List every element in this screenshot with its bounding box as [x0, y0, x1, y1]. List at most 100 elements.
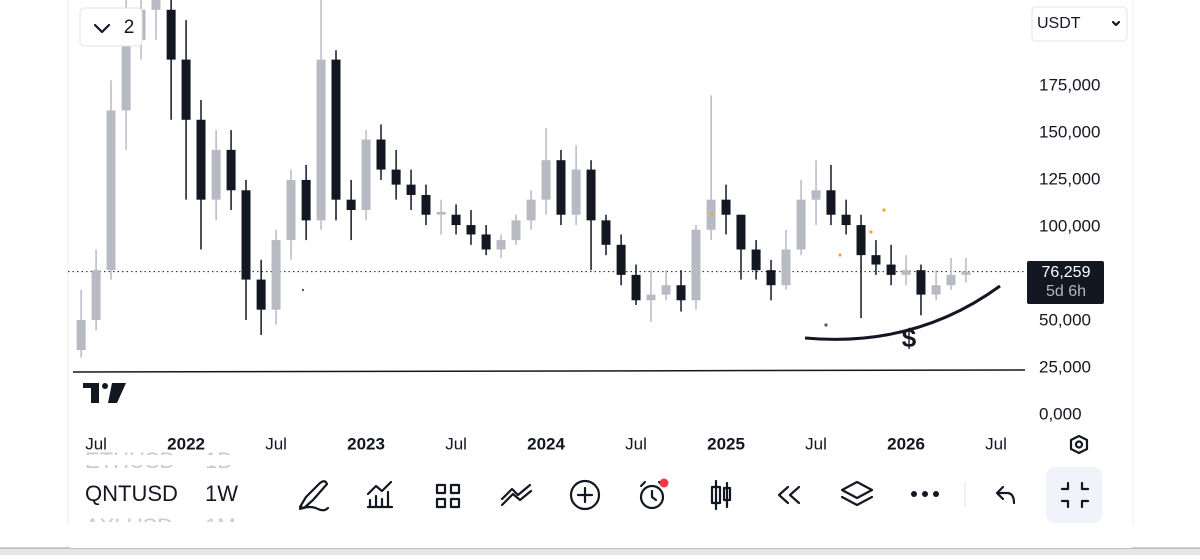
candles-icon[interactable] — [710, 479, 732, 511]
candle-body — [211, 149, 221, 200]
layout-button[interactable] — [79, 7, 143, 47]
more-dot[interactable] — [911, 491, 917, 497]
candle-body — [286, 179, 296, 241]
candle-body — [886, 264, 896, 275]
candle-body — [721, 199, 731, 215]
price-tag — [1027, 261, 1104, 304]
x-tick-label: Jul — [625, 434, 647, 453]
candle-body — [796, 199, 806, 250]
symbol: QNTUSD — [85, 481, 178, 506]
alert-badge — [659, 478, 669, 488]
candle-body — [256, 279, 266, 310]
indicators-icon[interactable] — [366, 480, 394, 509]
undo-icon[interactable] — [995, 485, 1016, 505]
candle-body — [481, 234, 491, 250]
candle-body — [526, 199, 536, 221]
x-tick-label: 2022 — [167, 434, 205, 453]
y-tick-label: 175,000 — [1039, 75, 1100, 94]
candle-body — [346, 199, 356, 211]
candle-body — [751, 249, 761, 271]
drawing-dot — [882, 208, 886, 212]
drawing-dot — [710, 212, 714, 216]
candle-body — [511, 220, 521, 241]
y-tick-label: 50,000 — [1039, 310, 1091, 329]
candle-body — [376, 139, 386, 170]
candle-body — [931, 285, 941, 295]
settings-icon[interactable] — [1069, 434, 1089, 455]
candle-body — [616, 244, 626, 275]
candle-body — [841, 214, 851, 226]
candle-body — [646, 294, 656, 301]
candle-body — [736, 214, 746, 250]
add-icon[interactable] — [569, 479, 601, 511]
candle-body — [826, 190, 836, 215]
candle-body — [541, 160, 551, 200]
fullscreen-button[interactable] — [1046, 467, 1102, 523]
drawing-dot — [838, 253, 842, 257]
drawn-curve — [804, 284, 1001, 341]
x-tick-label: Jul — [805, 434, 827, 453]
candle-body — [631, 274, 641, 301]
candle-body — [451, 214, 461, 226]
candle-body — [901, 270, 911, 275]
candle-body — [271, 240, 281, 310]
draw-icon[interactable] — [298, 480, 330, 512]
candle-body — [856, 225, 866, 256]
candle-body — [181, 59, 191, 120]
y-tick-label: 0,000 — [1039, 404, 1082, 423]
objects-icon[interactable] — [840, 480, 874, 507]
logo — [83, 383, 126, 403]
more-dot[interactable] — [933, 491, 939, 497]
y-tick-label: 100,000 — [1039, 216, 1100, 235]
candle-body — [586, 169, 596, 221]
candle-body — [121, 39, 131, 111]
y-tick-label: 150,000 — [1039, 122, 1100, 141]
layout-count: 2 — [124, 17, 135, 38]
bottom-strip — [0, 548, 1200, 555]
annotation: $ — [902, 323, 917, 353]
x-tick-label: 2024 — [527, 434, 565, 453]
chevron-icon — [1111, 20, 1121, 27]
layouts-icon[interactable] — [435, 483, 461, 509]
candle-body — [406, 184, 416, 195]
symbol-picker[interactable]: ETHUSD 1D AXLUSD 1M QNTUSD 1W — [70, 448, 1132, 548]
candle-body — [961, 271, 971, 275]
axes: 0,000 25,000 50,000 100,000 125,000 150,000 17… — [85, 75, 1100, 453]
candle-body — [166, 9, 176, 60]
x-tick-label: Jul — [985, 434, 1007, 453]
alert-icon[interactable] — [639, 484, 665, 510]
replay-icon[interactable] — [777, 485, 801, 505]
candle-body — [106, 110, 116, 271]
x-tick-label: 2023 — [347, 434, 385, 453]
candle-body — [331, 59, 341, 200]
candle-body — [946, 274, 956, 286]
candle-body — [316, 59, 326, 221]
y-tick-label: 25,000 — [1039, 357, 1091, 376]
candle-body — [661, 285, 671, 295]
collapse-icon — [1060, 481, 1090, 509]
drawing-dot — [824, 323, 828, 327]
x-tick-label: 2026 — [887, 434, 925, 453]
candle-body — [781, 249, 791, 286]
more-dot[interactable] — [922, 491, 928, 497]
x-tick-label: 2025 — [707, 434, 745, 453]
candle-body — [361, 139, 371, 211]
candle-body — [871, 255, 881, 265]
candle-body — [91, 270, 101, 321]
currency-select[interactable] — [1031, 6, 1128, 42]
drawn-trendline — [72, 369, 1026, 373]
currency: USDT — [1037, 15, 1081, 32]
compare-icon[interactable] — [500, 483, 533, 507]
x-tick-label: Jul — [445, 434, 467, 453]
candle-body — [691, 229, 701, 301]
candle-body — [421, 194, 431, 215]
candle-body — [241, 190, 251, 280]
toolbar — [298, 467, 1102, 523]
drawing-dot — [301, 288, 305, 292]
candle-body — [301, 179, 311, 221]
candle-body — [226, 149, 236, 191]
candle-body — [391, 169, 401, 185]
candle-body — [151, 0, 161, 10]
